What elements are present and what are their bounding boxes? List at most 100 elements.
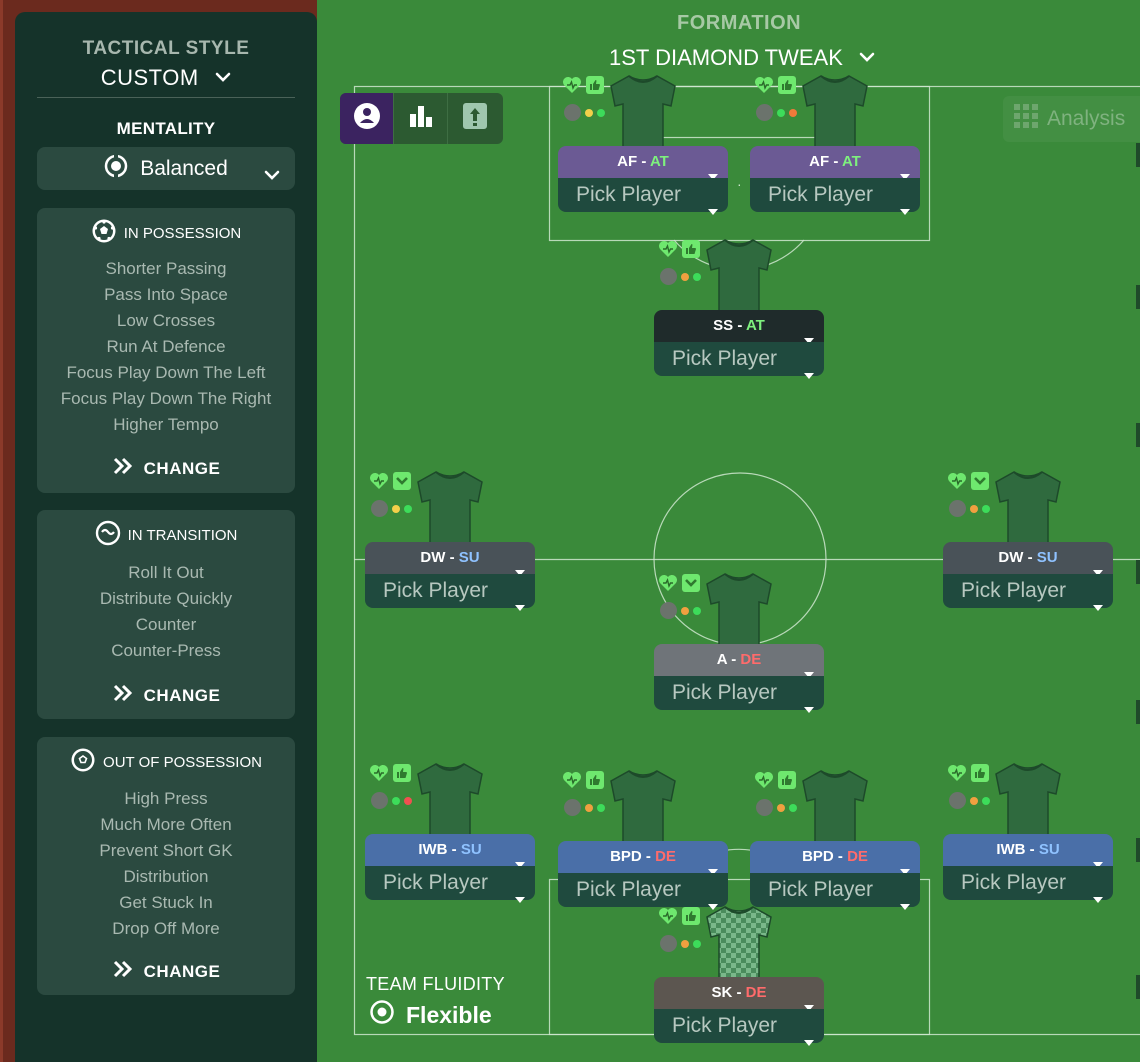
heart-rate-icon xyxy=(658,907,678,930)
out-of-possession-change-button[interactable]: CHANGE xyxy=(37,960,295,983)
pick-player-label: Pick Player xyxy=(672,1014,778,1037)
team-fluidity-selector[interactable]: Flexible xyxy=(370,1000,492,1030)
pick-player-label: Pick Player xyxy=(768,878,874,901)
status-dot xyxy=(789,108,797,117)
dropdown-arrow-icon xyxy=(804,324,814,356)
pick-player-dropdown[interactable]: Pick Player xyxy=(365,574,535,611)
pick-player-dropdown[interactable]: Pick Player xyxy=(654,1009,824,1046)
pick-player-dropdown[interactable]: Pick Player xyxy=(558,178,728,215)
pick-player-dropdown[interactable]: Pick Player xyxy=(365,866,535,903)
mentality-dropdown[interactable]: Balanced xyxy=(37,147,295,190)
role-selector[interactable]: DW - SU xyxy=(365,542,535,576)
status-dot xyxy=(404,796,412,805)
role-name: BPD xyxy=(802,848,834,865)
shirt-icon xyxy=(412,468,488,553)
instruction-item: Drop Off More xyxy=(112,919,220,938)
pick-player-dropdown[interactable]: Pick Player xyxy=(943,866,1113,903)
player-slot: BPD - DE Pick Player xyxy=(750,770,920,911)
status-dot xyxy=(585,108,593,117)
in-transition-title: IN TRANSITION xyxy=(127,526,238,544)
in-transition-change-button[interactable]: CHANGE xyxy=(37,684,295,707)
status-dot xyxy=(392,504,400,513)
shirt-icon xyxy=(990,468,1066,553)
in-transition-header: IN TRANSITION xyxy=(37,520,295,550)
pick-player-dropdown[interactable]: Pick Player xyxy=(750,873,920,910)
formation-label: FORMATION xyxy=(677,12,802,34)
heart-rate-icon xyxy=(947,472,967,495)
duty-name: DE xyxy=(740,651,762,668)
in-possession-title: IN POSSESSION xyxy=(123,224,242,242)
status-dot xyxy=(371,500,388,517)
player-view-button[interactable] xyxy=(340,93,394,144)
shirt-icon xyxy=(605,72,681,157)
status-dot xyxy=(681,272,689,281)
dropdown-arrow-icon xyxy=(804,991,814,1023)
dropdown-arrow-icon xyxy=(804,690,814,724)
stats-view-button[interactable] xyxy=(394,93,448,144)
dropdown-arrow-icon xyxy=(804,658,814,690)
pitch-edge-marks xyxy=(1136,143,1140,999)
pick-player-dropdown[interactable]: Pick Player xyxy=(558,873,728,910)
shirt-icon xyxy=(797,767,873,852)
duty-name: DE xyxy=(655,848,676,865)
dropdown-arrow-icon xyxy=(515,880,525,914)
shirt-icon xyxy=(701,570,777,655)
role-separator: - xyxy=(727,651,741,668)
transition-icon xyxy=(95,520,121,550)
instruction-item: Focus Play Down The Right xyxy=(60,389,272,408)
status-dot xyxy=(681,939,689,948)
formation-dropdown[interactable]: 1ST DIAMOND TWEAK xyxy=(609,42,875,71)
status-dot xyxy=(693,272,701,281)
team-fluidity-label: TEAM FLUIDITY xyxy=(366,974,505,994)
keeper-shirt-icon xyxy=(701,903,777,988)
status-dot xyxy=(970,504,978,513)
upload-icon xyxy=(462,102,488,135)
role-separator: - xyxy=(447,841,461,858)
in-possession-change-button[interactable]: CHANGE xyxy=(37,457,295,480)
dropdown-arrow-icon xyxy=(708,855,718,887)
role-selector[interactable]: DW - SU xyxy=(943,542,1113,576)
heart-rate-icon xyxy=(754,76,774,99)
role-selector[interactable]: AF - AT xyxy=(750,146,920,180)
role-separator: - xyxy=(637,153,650,170)
role-selector[interactable]: BPD - DE xyxy=(558,841,728,875)
pick-player-label: Pick Player xyxy=(383,871,489,894)
role-name: DW xyxy=(998,549,1024,566)
role-selector[interactable]: AF - AT xyxy=(558,146,728,180)
status-dot xyxy=(660,935,677,952)
team-fluidity-value: Flexible xyxy=(406,1001,492,1028)
heart-rate-icon xyxy=(369,472,389,495)
shirt-icon xyxy=(990,760,1066,845)
role-separator: - xyxy=(732,984,746,1001)
status-dot xyxy=(597,108,605,117)
analysis-label: Analysis xyxy=(1047,107,1126,130)
instruction-item: Roll It Out xyxy=(128,563,204,582)
instruction-item: Distribute Quickly xyxy=(99,589,233,608)
pick-player-dropdown[interactable]: Pick Player xyxy=(750,178,920,215)
pick-player-label: Pick Player xyxy=(961,579,1067,602)
player-slot: DW - SU Pick Player xyxy=(365,471,535,612)
ball-icon xyxy=(91,218,117,248)
thumbs-up-icon xyxy=(586,771,604,794)
role-selector[interactable]: IWB - SU xyxy=(365,834,535,868)
heart-rate-icon xyxy=(658,240,678,263)
pick-player-dropdown[interactable]: Pick Player xyxy=(654,342,824,379)
mentality-balanced-icon xyxy=(104,153,128,184)
role-selector[interactable]: BPD - DE xyxy=(750,841,920,875)
role-selector[interactable]: SK - DE xyxy=(654,977,824,1011)
pick-player-dropdown[interactable]: Pick Player xyxy=(943,574,1113,611)
dropdown-arrow-icon xyxy=(1093,880,1103,914)
role-selector[interactable]: A - DE xyxy=(654,644,824,678)
shirt-icon xyxy=(605,767,681,852)
analysis-button[interactable]: Analysis xyxy=(1003,96,1140,142)
role-separator: - xyxy=(1025,841,1039,858)
upload-view-button[interactable] xyxy=(448,93,502,144)
pick-player-dropdown[interactable]: Pick Player xyxy=(654,676,824,713)
player-slot: A - DE Pick Player xyxy=(654,573,824,714)
role-selector[interactable]: IWB - SU xyxy=(943,834,1113,868)
in-possession-card: IN POSSESSION Shorter Passing Pass Into … xyxy=(37,208,295,493)
status-dot xyxy=(693,606,701,615)
role-selector[interactable]: SS - AT xyxy=(654,310,824,344)
player-slot: SS - AT Pick Player xyxy=(654,239,824,380)
tactical-style-dropdown[interactable]: CUSTOM xyxy=(15,62,317,91)
